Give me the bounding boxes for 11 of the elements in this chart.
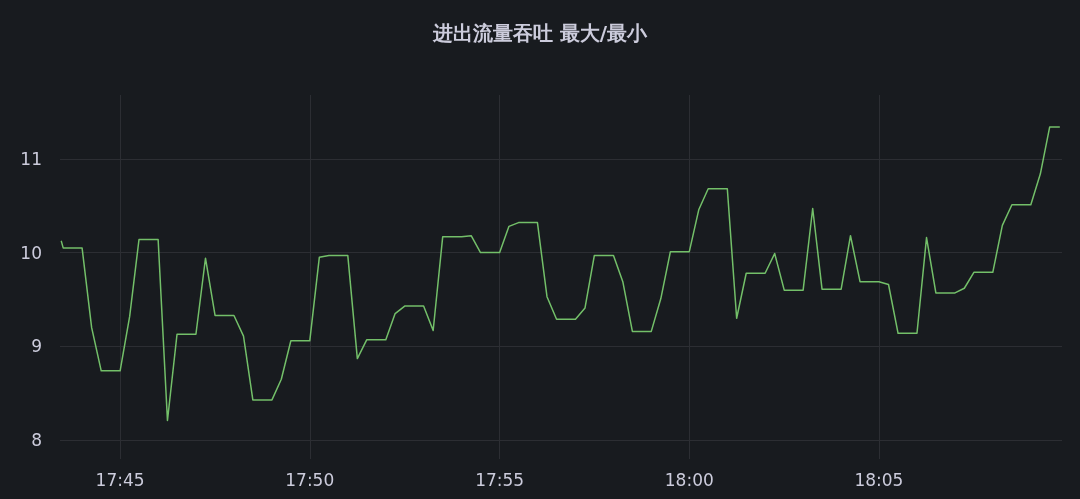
y-tick-label: 9 [31, 336, 42, 357]
x-tick-label: 18:05 [854, 469, 904, 490]
x-tick-label: 18:00 [664, 469, 714, 490]
x-tick-label: 17:50 [285, 469, 335, 490]
y-tick-label: 10 [20, 242, 42, 263]
x-tick-label: 17:45 [95, 469, 145, 490]
y-tick-label: 8 [31, 430, 42, 451]
y-tick-label: 11 [20, 148, 42, 169]
chart-title: 进出流量吞吐 最大/最小 [431, 21, 649, 45]
line-series [60, 126, 1061, 422]
x-tick-label: 17:55 [475, 469, 525, 490]
